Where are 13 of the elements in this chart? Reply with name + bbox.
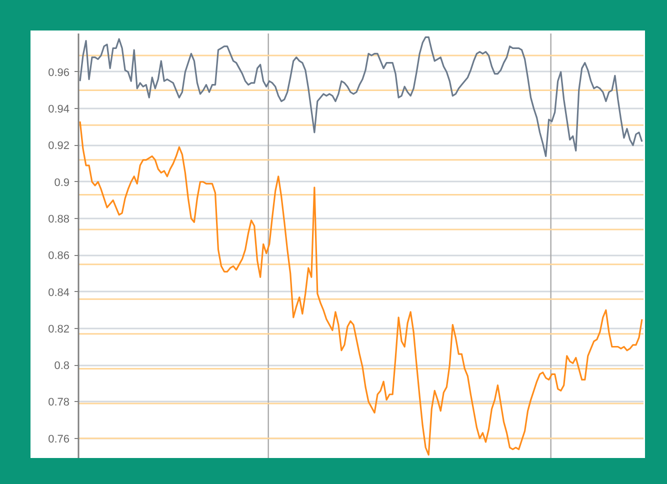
y-tick-label: 0.96 [48,66,70,79]
y-tick-label: 0.76 [48,433,70,446]
y-tick-label: 0.84 [48,286,70,299]
y-tick-label: 0.92 [48,140,70,152]
y-tick-label: 0.9 [54,176,70,189]
y-tick-label: 0.82 [48,323,70,336]
line-series [79,36,643,158]
y-tick-label: 0.78 [48,396,70,409]
y-tick-label: 0.94 [48,104,70,116]
y-tick-label: 0.88 [48,214,70,226]
line-series [79,120,643,456]
y-tick-label: 0.8 [54,360,70,372]
y-tick-label: 0.86 [48,250,70,262]
